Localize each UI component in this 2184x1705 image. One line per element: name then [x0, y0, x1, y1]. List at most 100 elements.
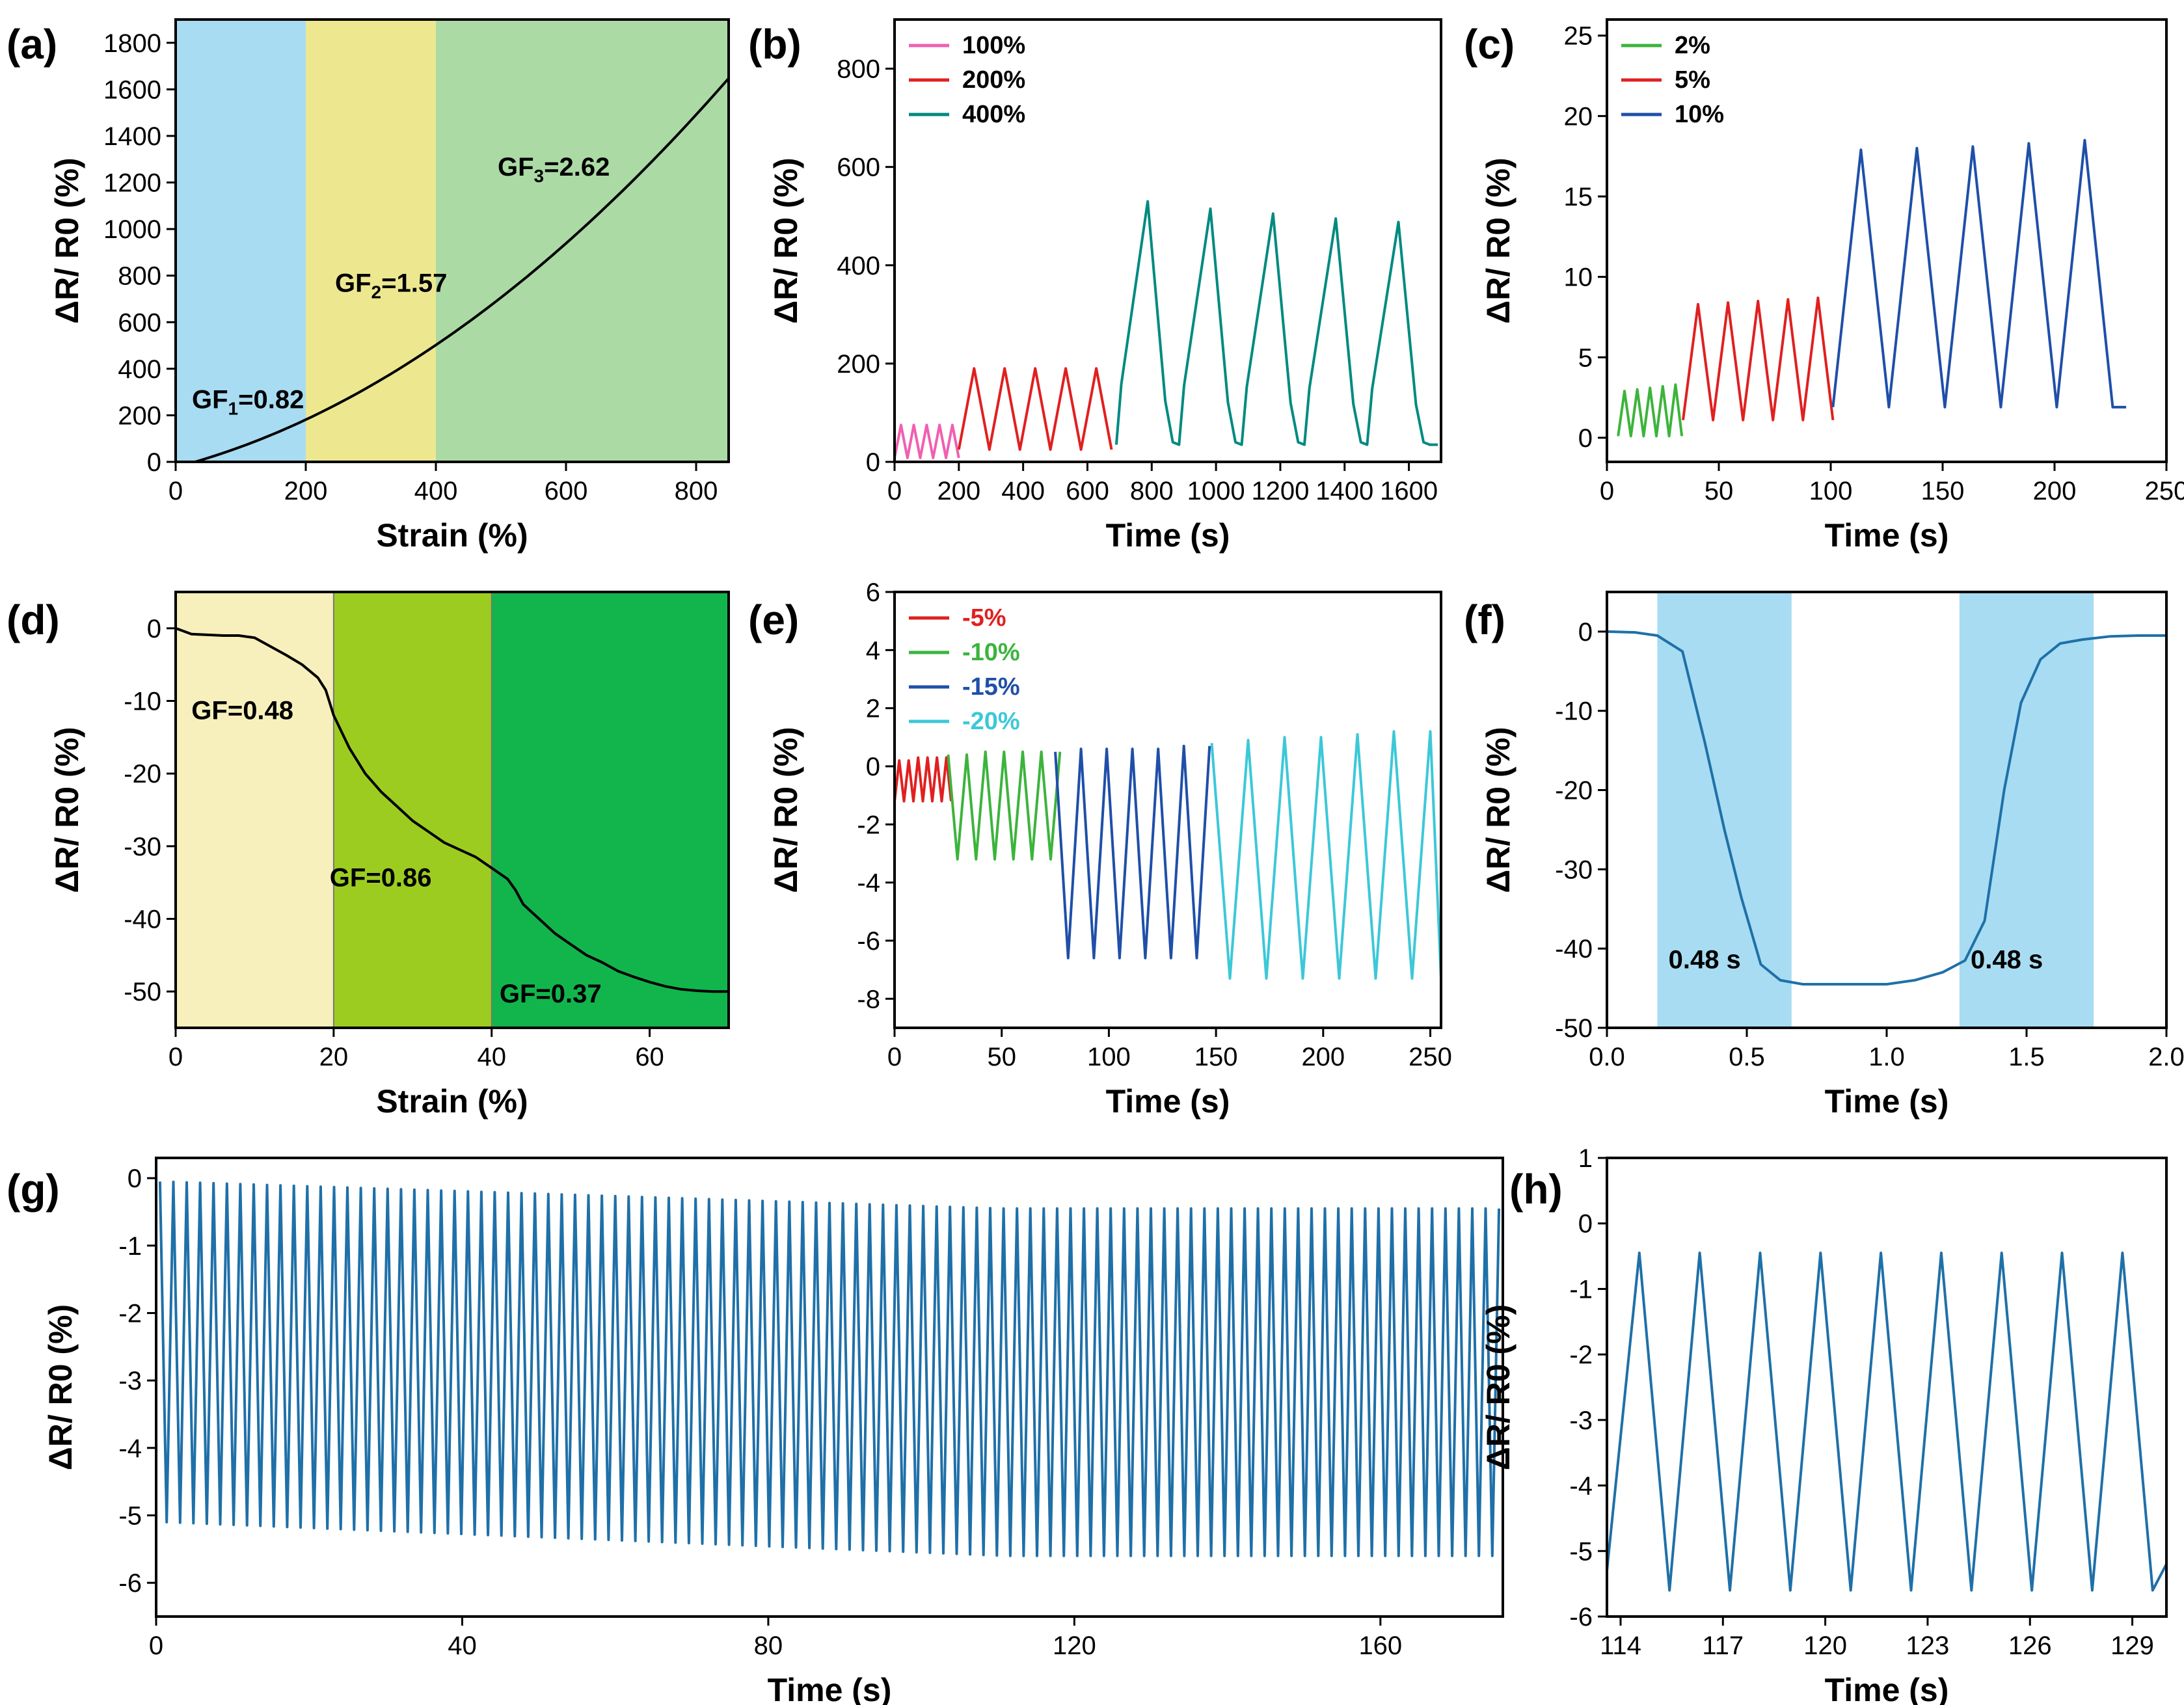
y-axis-label: ΔR/ R0 (%): [768, 727, 804, 893]
plot-area: [195, 77, 729, 462]
y-tick-label: 10: [1564, 263, 1593, 292]
y-tick-label: -6: [118, 1569, 142, 1598]
series-line-10%: [1831, 139, 2127, 409]
panel-h: 114 117 120 123 126 129 1 0 -1 -2 -3 -4 -5 -6 Time (s)…: [1480, 1144, 2168, 1705]
annotation-label: 0.48 s: [1971, 946, 2043, 974]
annotation-value: =0.82: [238, 386, 304, 414]
y-axis-label: ΔR/ R0 (%): [1480, 1304, 1517, 1470]
plot-area: [895, 200, 1438, 459]
y-tick-label: 0: [866, 448, 880, 477]
y-tick-label: 1: [1578, 1144, 1593, 1173]
x-tick-label: 120: [1053, 1631, 1096, 1660]
x-tick-label: 100: [1809, 477, 1853, 505]
y-tick-label: 1400: [103, 122, 161, 151]
y-tick-label: 0: [147, 448, 161, 477]
shaded-region-3: [491, 592, 729, 1028]
x-tick-label: 0: [169, 1043, 183, 1071]
annotation-label: GF=0.86: [330, 863, 432, 892]
y-axis-label: ΔR/ R0 (%): [1480, 157, 1517, 323]
x-axis-label: Time (s): [1825, 517, 1949, 554]
x-tick-label: 400: [1001, 477, 1045, 505]
x-tick-label: 200: [1301, 1043, 1345, 1071]
y-axis-label: ΔR/ R0 (%): [42, 1304, 79, 1470]
annotation-label: GF2=1.57: [335, 269, 447, 302]
y-tick-label: -5: [1569, 1537, 1593, 1566]
panel-f: 0.0 0.5 1.0 1.5 2.0 0 -10 -20 -30 -40 -50 Time (s) Δ…: [1464, 591, 2184, 1120]
y-tick-label: 0: [1578, 424, 1593, 453]
y-tick-label: -40: [1555, 935, 1593, 963]
y-axis-label: ΔR/ R0 (%): [768, 157, 804, 323]
shaded-region-1: [1657, 592, 1792, 1028]
annotation-label: 0.48 s: [1669, 946, 1741, 974]
axes-frame: [893, 591, 1442, 1029]
x-tick-label: 0: [1600, 477, 1614, 505]
panel-label: (a): [7, 21, 57, 68]
legend-entry: 2%: [1675, 32, 1710, 59]
x-tick-label: 60: [635, 1043, 664, 1071]
y-tick-label: -2: [1569, 1341, 1593, 1369]
annotation-label: GF=0.48: [191, 696, 293, 725]
panel-label: (c): [1464, 21, 1515, 68]
x-tick-label: 120: [1803, 1631, 1847, 1660]
y-tick-label: -8: [857, 985, 880, 1014]
x-tick-label: 100: [1087, 1043, 1131, 1071]
series-line--5%: [895, 756, 952, 803]
x-axis-label: Strain (%): [376, 517, 528, 554]
y-tick-label: 1200: [103, 169, 161, 198]
plot-area: [1607, 630, 2166, 986]
series-line-zoom: [1607, 1252, 2166, 1592]
x-tick-label: 1400: [1315, 477, 1373, 505]
x-tick-label: 1200: [1251, 477, 1309, 505]
y-tick-label: 0: [147, 615, 161, 643]
x-tick-label: 1000: [1187, 477, 1245, 505]
x-tick-label: 114: [1600, 1631, 1641, 1660]
shaded-region-3: [436, 20, 729, 462]
y-tick-label: 1000: [103, 215, 161, 244]
x-tick-label: 1.0: [1868, 1043, 1905, 1071]
legend-entry: 400%: [962, 101, 1025, 128]
axes-frame: [174, 18, 730, 463]
annotation-subscript: 3: [534, 166, 545, 186]
shaded-region-2: [333, 592, 492, 1028]
y-tick-label: -1: [1569, 1275, 1593, 1304]
x-tick-label: 0: [887, 477, 902, 505]
x-tick-label: 250: [2145, 477, 2184, 505]
panel-c: 0 50 100 150 200 250 0 5 10 15 20 25 Time (s) ΔR/ R0 …: [1464, 18, 2184, 554]
legend-entry: 200%: [962, 66, 1025, 94]
y-tick-label: 1800: [103, 29, 161, 58]
shaded-region-2: [306, 20, 436, 462]
shaded-region-2: [1959, 592, 2094, 1028]
y-tick-label: 25: [1564, 22, 1593, 51]
panel-g: 0 40 80 120 160 0 -1 -2 -3 -4 -5 -6 Time (s) ΔR/ R0 (…: [7, 1157, 1504, 1705]
x-tick-label: 0.0: [1589, 1043, 1625, 1071]
y-tick-label: -4: [118, 1434, 142, 1463]
y-tick-label: 20: [1564, 102, 1593, 131]
x-axis-label: Strain (%): [376, 1083, 528, 1120]
panel-label: (h): [1509, 1166, 1563, 1213]
y-tick-label: -20: [1555, 777, 1593, 805]
y-tick-label: -4: [1569, 1472, 1593, 1501]
x-tick-label: 160: [1358, 1631, 1402, 1660]
y-tick-label: -3: [1569, 1406, 1593, 1435]
y-tick-label: -50: [1555, 1014, 1593, 1043]
y-tick-label: 0: [128, 1164, 142, 1193]
y-tick-label: 0: [1578, 1210, 1593, 1239]
x-tick-label: 600: [545, 477, 588, 505]
axes-frame: [174, 591, 730, 1029]
x-tick-label: 0: [169, 477, 183, 505]
x-tick-label: 800: [1130, 477, 1174, 505]
y-tick-label: 0: [1578, 618, 1593, 647]
x-axis-label: Time (s): [1106, 1083, 1230, 1120]
series-line--20%: [1210, 730, 1441, 980]
y-tick-label: 200: [118, 401, 161, 430]
x-tick-label: 40: [477, 1043, 506, 1071]
series-line-response: [1607, 630, 2166, 986]
y-tick-label: -30: [124, 833, 161, 861]
y-tick-label: -4: [857, 869, 880, 898]
series-line-200%: [957, 367, 1113, 451]
annotation-value: =2.62: [544, 153, 610, 181]
series-line-cycling: [158, 1180, 1501, 1557]
y-tick-label: 6: [866, 578, 880, 607]
annotation-label: GF3=2.62: [498, 153, 610, 186]
y-tick-label: -30: [1555, 855, 1593, 884]
